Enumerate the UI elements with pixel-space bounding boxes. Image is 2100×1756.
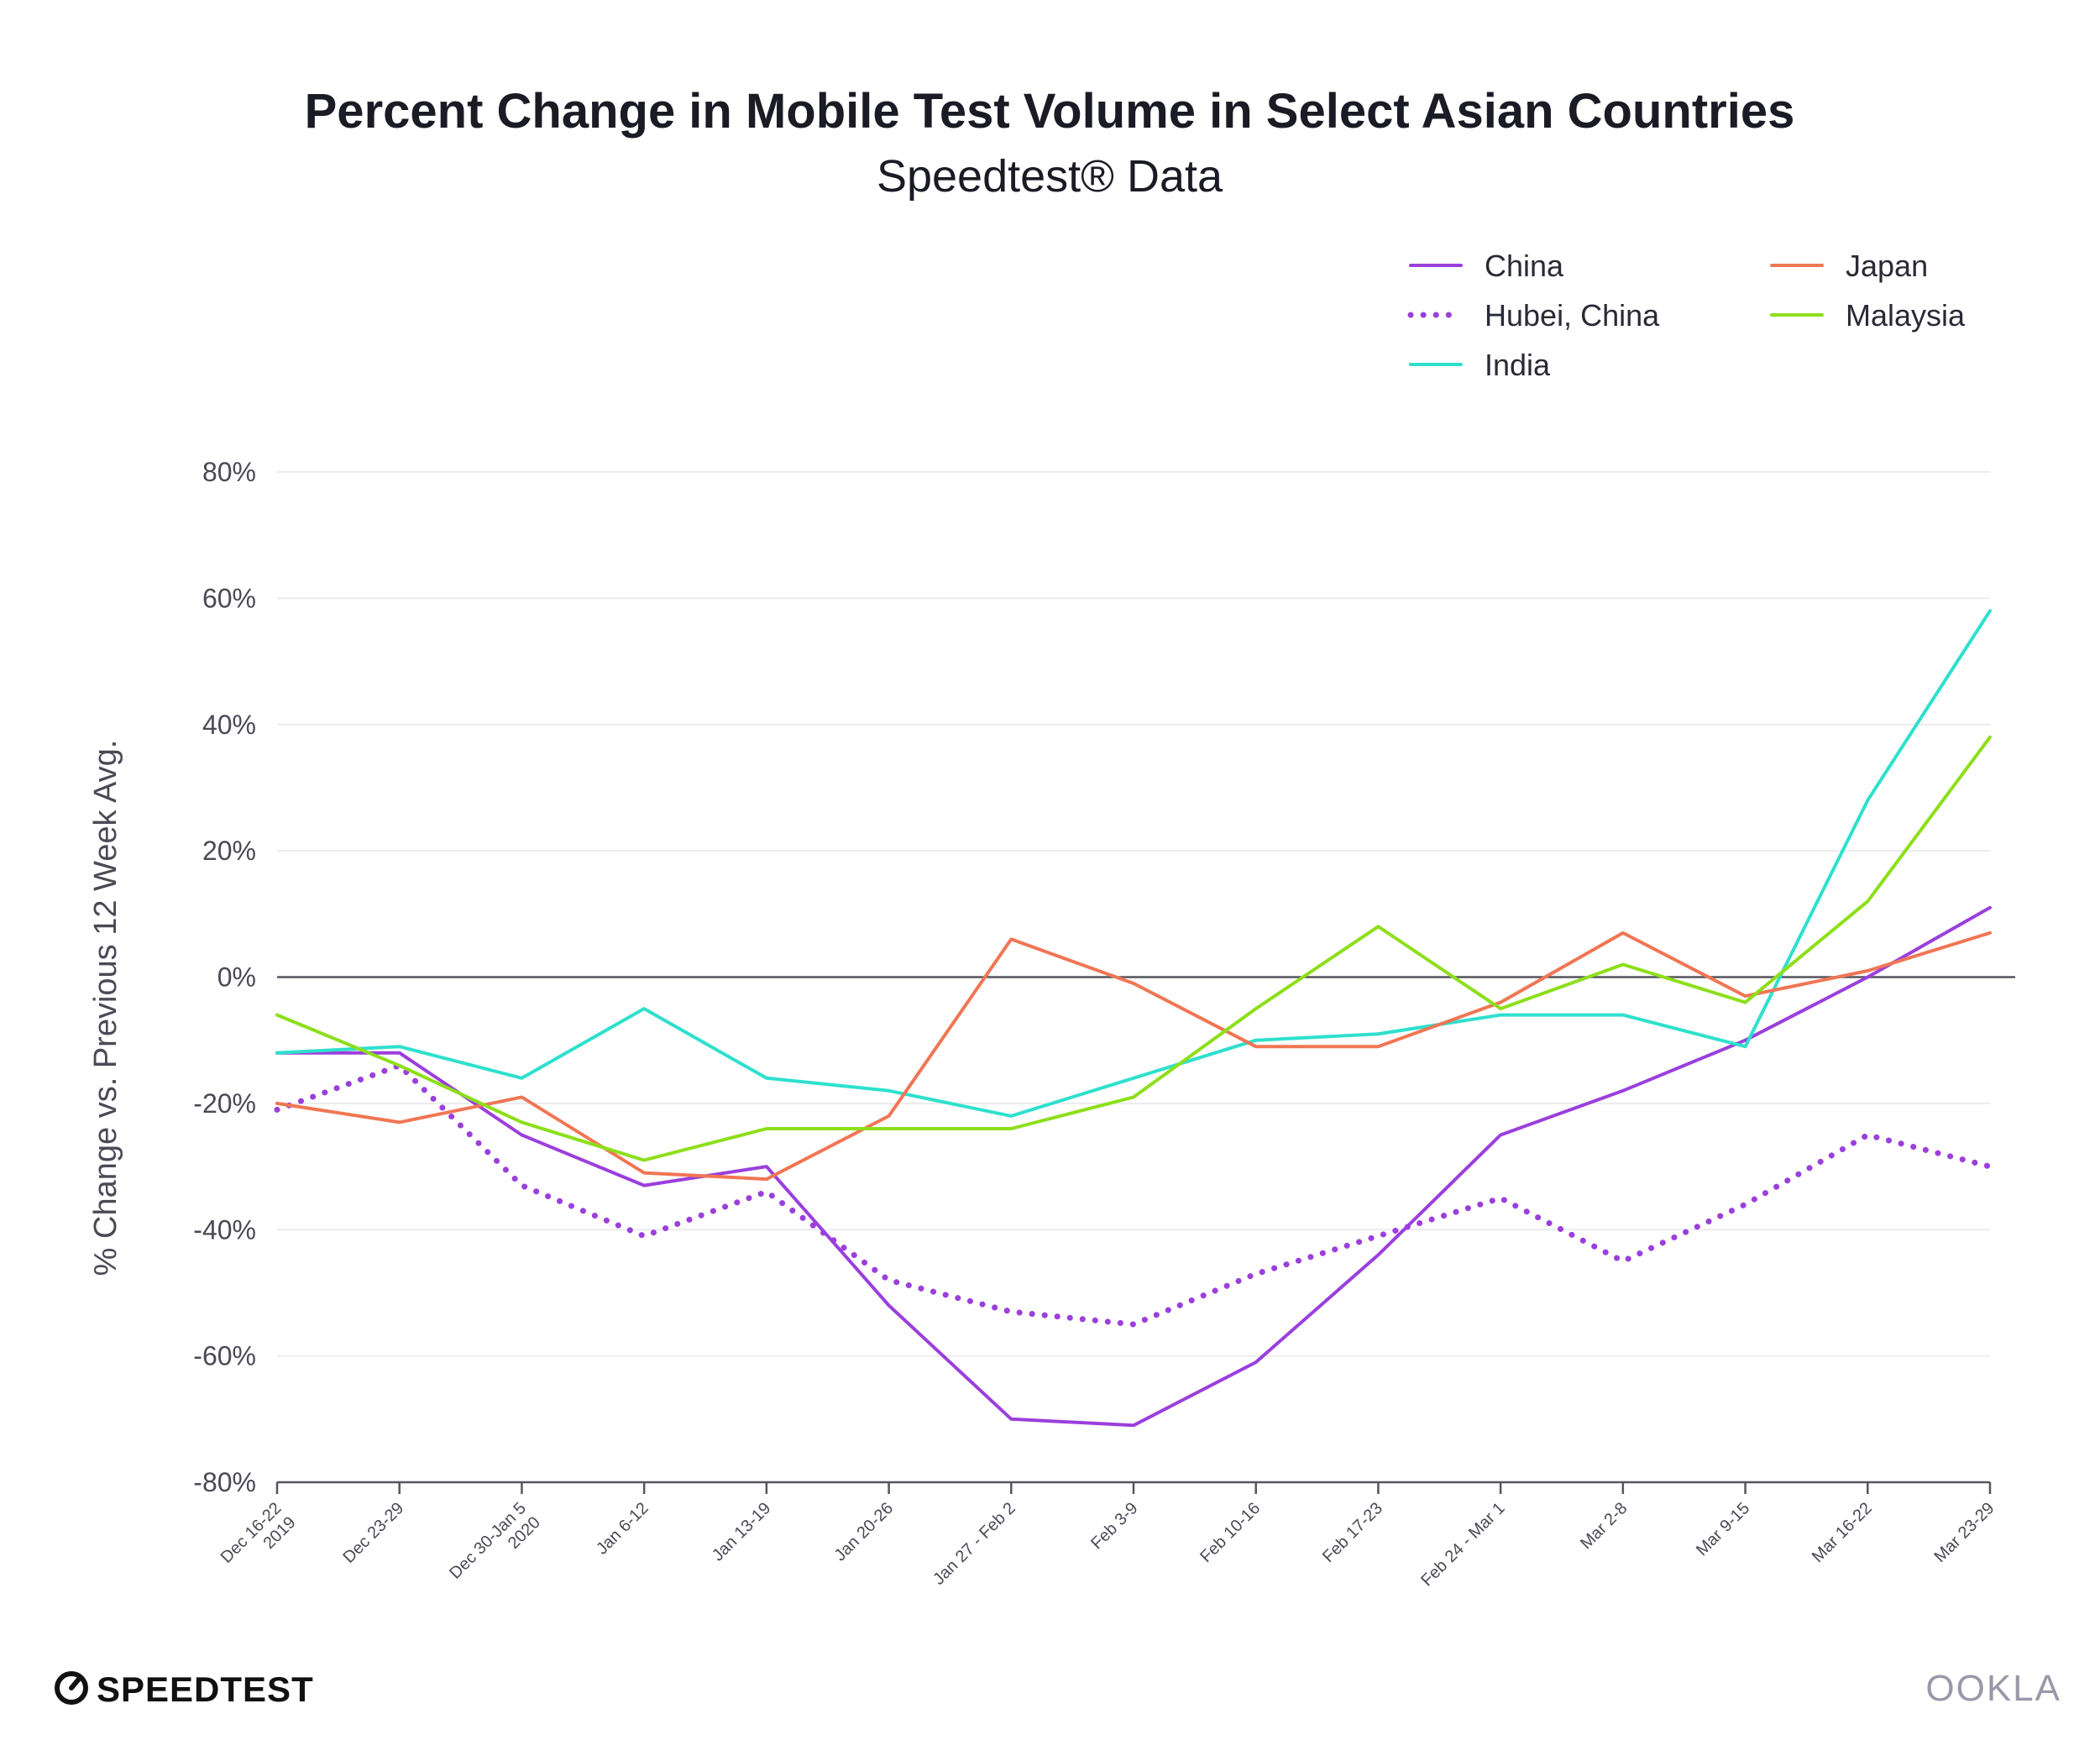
y-tick-label: 80% <box>202 457 256 487</box>
series-line-china <box>275 905 1992 1428</box>
speedometer-icon <box>55 1671 88 1705</box>
x-tick-label: Jan 20-26 <box>831 1499 897 1565</box>
speedtest-brand: SPEEDTEST <box>97 1670 314 1709</box>
y-tick-label: -20% <box>193 1088 256 1119</box>
legend-label: China <box>1485 249 1564 283</box>
y-tick-label: 40% <box>202 710 256 740</box>
x-tick-label: Feb 24 - Mar 1 <box>1417 1499 1508 1590</box>
series-line-india <box>275 609 1992 1118</box>
x-tick-label: Feb 17-23 <box>1319 1499 1386 1566</box>
series-group <box>274 609 1993 1428</box>
y-tick-label: 0% <box>217 962 256 993</box>
series-line-japan <box>275 930 1992 1182</box>
x-tick-label: Dec 16-222019 <box>217 1499 300 1581</box>
y-tick-label: 20% <box>202 836 256 866</box>
legend-label: India <box>1485 348 1551 382</box>
legend-label: Hubei, China <box>1485 298 1660 333</box>
y-tick-label: 60% <box>202 583 256 613</box>
chart-subtitle: Speedtest® Data <box>877 151 1223 202</box>
x-tick-label: Jan 6-12 <box>593 1499 652 1559</box>
chart-title: Percent Change in Mobile Test Volume in … <box>305 84 1795 139</box>
y-tick-label: -80% <box>193 1467 256 1497</box>
x-tick-label: Dec 23-29 <box>339 1499 407 1567</box>
x-tick-label: Mar 9-15 <box>1693 1499 1753 1559</box>
ookla-brand: OOKLA <box>1925 1668 2061 1709</box>
x-tick-label: Jan 27 - Feb 2 <box>930 1499 1019 1589</box>
y-tick-label: -40% <box>193 1214 256 1245</box>
legend-label: Malaysia <box>1846 298 1966 333</box>
x-tick-label: Mar 16-22 <box>1809 1499 1876 1566</box>
y-axis-label: % Change vs. Previous 12 Week Avg. <box>88 740 123 1276</box>
x-tick-label: Feb 10-16 <box>1197 1499 1264 1566</box>
x-tick-label: Mar 2-8 <box>1577 1499 1631 1553</box>
x-axis: Dec 16-222019 Dec 23-29 Dec 30-Jan 52020 Ja… <box>217 1481 1998 1597</box>
speedtest-logo: SPEEDTEST <box>55 1670 314 1709</box>
y-axis: 80% 60% 40% 20% 0% -20% -40% -60% -80% <box>193 457 256 1497</box>
grid <box>277 471 2015 1483</box>
legend: China Hubei, China India Japan Malaysia <box>1407 249 1966 382</box>
y-tick-label: -60% <box>193 1341 256 1371</box>
series-line-hubei-china <box>274 1062 1993 1328</box>
x-tick-label: Feb 3-9 <box>1087 1499 1141 1553</box>
series-line-malaysia <box>275 735 1992 1162</box>
x-tick-label: Dec 30-Jan 52020 <box>446 1499 544 1597</box>
x-tick-label: Mar 23-29 <box>1931 1499 1998 1566</box>
legend-label: Japan <box>1846 249 1928 283</box>
x-tick-label: Jan 13-19 <box>709 1499 774 1565</box>
speedometer-needle <box>69 1675 82 1690</box>
